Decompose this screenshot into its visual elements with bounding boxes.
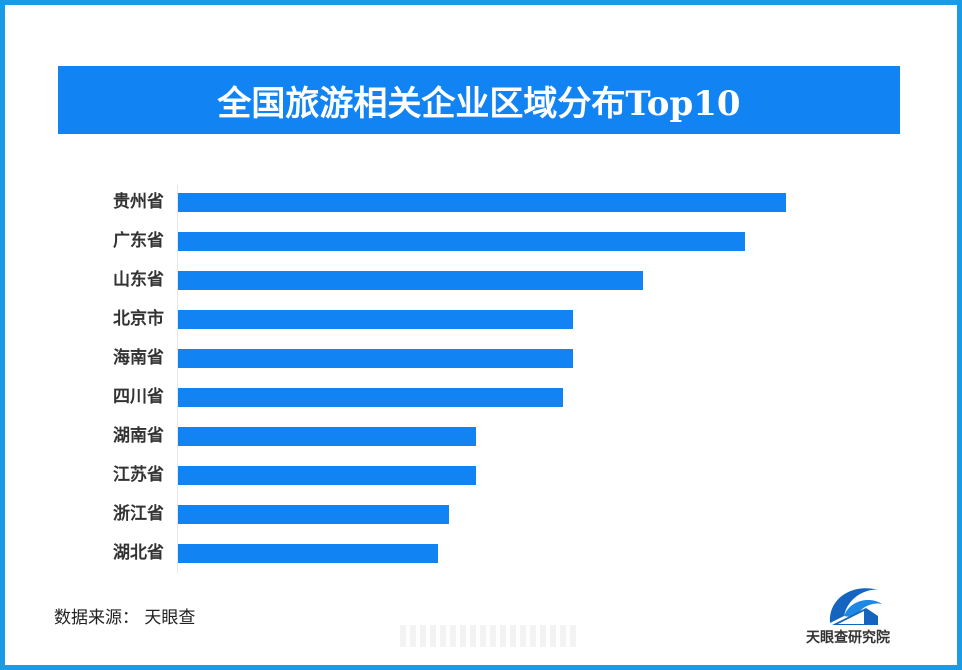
bar <box>178 232 745 251</box>
bar-row: 北京市 <box>0 309 962 329</box>
bar <box>178 466 476 485</box>
bar <box>178 505 449 524</box>
category-label: 江苏省 <box>113 465 164 485</box>
bar-row: 湖南省 <box>0 426 962 446</box>
tianyancha-logo-icon <box>829 588 882 625</box>
bar-row: 湖北省 <box>0 543 962 563</box>
category-label: 山东省 <box>113 270 164 290</box>
category-label: 北京市 <box>113 309 164 329</box>
watermark <box>400 625 580 647</box>
bar-row: 江苏省 <box>0 465 962 485</box>
bar-row: 贵州省 <box>0 192 962 212</box>
bar-row: 四川省 <box>0 387 962 407</box>
bar <box>178 388 563 407</box>
chart-title: 全国旅游相关企业区域分布Top10 <box>217 83 741 124</box>
data-source: 数据来源： 天眼查 <box>54 608 196 628</box>
category-label: 四川省 <box>113 387 164 407</box>
bar <box>178 427 476 446</box>
title-banner: 全国旅游相关企业区域分布Top10 <box>58 66 900 134</box>
category-axis-line <box>177 185 178 573</box>
category-label: 广东省 <box>113 231 164 251</box>
category-label: 海南省 <box>113 348 164 368</box>
bar <box>178 544 438 563</box>
bar <box>178 349 573 368</box>
logo-text: 天眼查研究院 <box>806 630 890 646</box>
bar <box>178 271 643 290</box>
bar-row: 浙江省 <box>0 504 962 524</box>
bar-row: 山东省 <box>0 270 962 290</box>
category-label: 浙江省 <box>113 504 164 524</box>
bar <box>178 310 573 329</box>
bar <box>178 193 786 212</box>
category-label: 湖北省 <box>113 543 164 563</box>
category-label: 湖南省 <box>113 426 164 446</box>
category-label: 贵州省 <box>113 192 164 212</box>
bar-row: 海南省 <box>0 348 962 368</box>
bar-row: 广东省 <box>0 231 962 251</box>
